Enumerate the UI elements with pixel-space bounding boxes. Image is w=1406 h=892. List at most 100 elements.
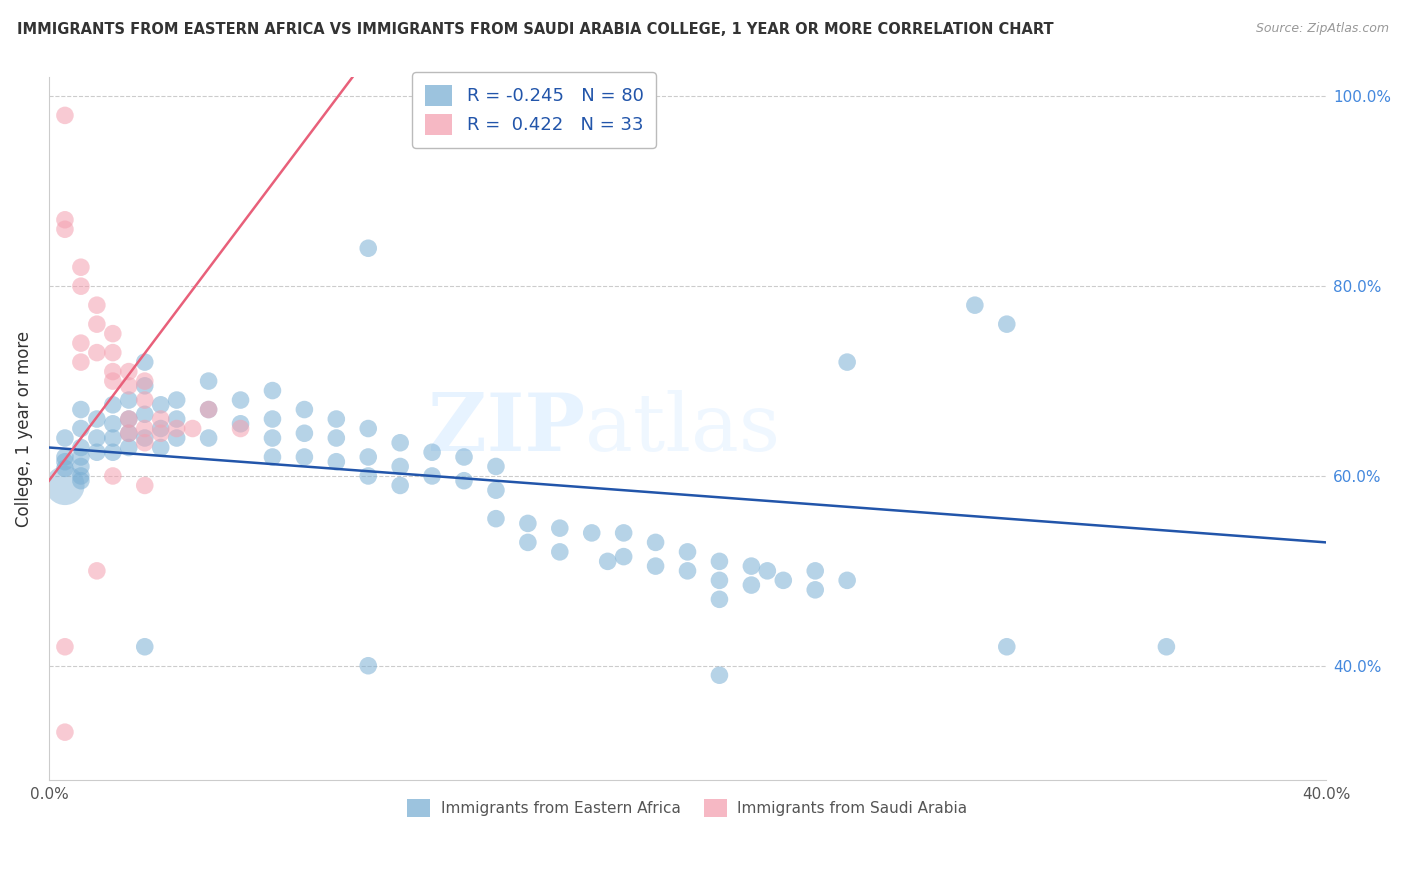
Point [197,374,219,388]
Point [134,435,156,450]
Point [756,564,779,578]
Point [262,384,284,398]
Point [262,450,284,464]
Point [101,326,124,341]
Point [485,459,508,474]
Point [644,535,666,549]
Point [118,441,141,455]
Point [676,545,699,559]
Point [772,574,794,588]
Point [292,450,315,464]
Point [134,379,156,393]
Legend: Immigrants from Eastern Africa, Immigrants from Saudi Arabia: Immigrants from Eastern Africa, Immigran… [399,792,976,824]
Point [101,445,124,459]
Point [149,412,172,426]
Point [644,559,666,574]
Point [229,417,252,431]
Point [389,478,412,492]
Point [995,640,1018,654]
Point [325,412,347,426]
Point [101,365,124,379]
Point [53,222,76,236]
Text: atlas: atlas [585,390,780,467]
Point [70,459,93,474]
Point [389,435,412,450]
Point [149,441,172,455]
Point [149,398,172,412]
Point [613,549,636,564]
Point [709,592,731,607]
Point [118,412,141,426]
Point [357,421,380,435]
Point [86,345,108,359]
Point [804,564,827,578]
Point [709,668,731,682]
Point [963,298,986,312]
Point [485,511,508,525]
Point [420,445,443,459]
Point [453,450,475,464]
Point [101,417,124,431]
Point [86,445,108,459]
Point [70,355,93,369]
Point [86,298,108,312]
Point [804,582,827,597]
Point [118,412,141,426]
Point [86,412,108,426]
Point [613,525,636,540]
Point [166,421,188,435]
Text: IMMIGRANTS FROM EASTERN AFRICA VS IMMIGRANTS FROM SAUDI ARABIA COLLEGE, 1 YEAR O: IMMIGRANTS FROM EASTERN AFRICA VS IMMIGR… [17,22,1053,37]
Point [357,450,380,464]
Point [134,407,156,421]
Point [53,108,76,122]
Point [149,421,172,435]
Point [420,469,443,483]
Point [101,345,124,359]
Point [101,374,124,388]
Point [70,450,93,464]
Point [86,317,108,331]
Point [134,431,156,445]
Point [101,431,124,445]
Point [70,441,93,455]
Point [166,392,188,407]
Point [740,578,762,592]
Point [197,402,219,417]
Point [548,521,571,535]
Point [581,525,603,540]
Point [676,564,699,578]
Point [118,379,141,393]
Point [70,474,93,488]
Point [70,421,93,435]
Text: ZIP: ZIP [429,390,585,467]
Y-axis label: College, 1 year or more: College, 1 year or more [15,330,32,526]
Point [516,516,538,531]
Point [709,574,731,588]
Point [837,574,859,588]
Point [166,431,188,445]
Point [325,455,347,469]
Point [166,412,188,426]
Point [292,426,315,441]
Point [53,450,76,464]
Point [118,392,141,407]
Point [70,279,93,293]
Point [53,212,76,227]
Point [53,431,76,445]
Point [181,421,204,435]
Point [53,455,76,469]
Point [357,469,380,483]
Point [292,402,315,417]
Point [53,640,76,654]
Point [516,535,538,549]
Point [118,426,141,441]
Point [740,559,762,574]
Point [134,421,156,435]
Point [134,478,156,492]
Point [548,545,571,559]
Point [197,402,219,417]
Point [262,431,284,445]
Point [134,392,156,407]
Point [53,478,76,492]
Point [709,554,731,568]
